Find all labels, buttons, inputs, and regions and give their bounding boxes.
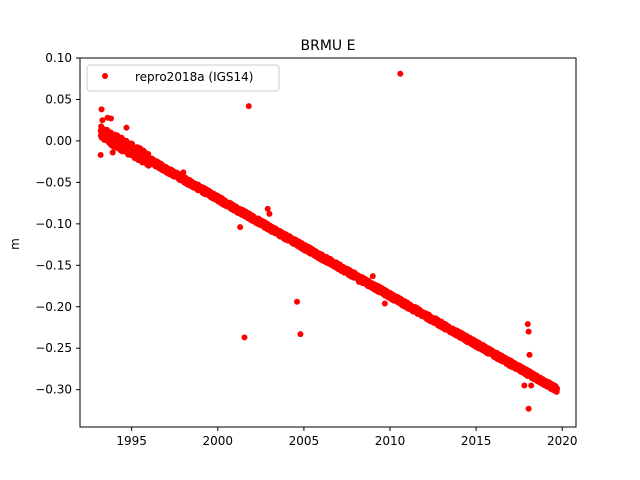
data-point-outlier <box>133 144 140 151</box>
data-point-outlier <box>521 382 528 389</box>
data-point-outlier <box>241 334 248 341</box>
data-point-outlier <box>294 298 300 305</box>
data-point-outlier <box>123 124 130 131</box>
data-point-outlier <box>526 351 533 358</box>
data-point-outlier <box>266 210 273 217</box>
data-point-outlier <box>369 273 376 280</box>
chart-title: BRMU E <box>301 38 356 54</box>
data-point-outlier <box>110 143 117 150</box>
x-tick-label: 2020 <box>547 434 578 448</box>
data-point-outlier <box>245 103 252 110</box>
data-point-outlier <box>101 127 108 134</box>
data-point-outlier <box>356 278 362 285</box>
y-tick-label: −0.05 <box>35 175 72 189</box>
y-tick-label: 0.10 <box>45 51 72 65</box>
data-point-outlier <box>264 205 271 212</box>
legend-label: repro2018a (IGS14) <box>135 70 253 84</box>
x-tick-label: 2015 <box>461 434 492 448</box>
data-point-outlier <box>108 115 114 122</box>
data-point-outlier <box>98 106 105 113</box>
y-tick-label: −0.25 <box>35 341 72 355</box>
data-point-outlier <box>525 328 532 335</box>
y-tick-label: −0.15 <box>35 258 72 272</box>
data-point-outlier <box>306 244 313 251</box>
y-tick-label: −0.10 <box>35 217 72 231</box>
x-axis: 1995 2000 2005 2010 2015 2020 <box>116 427 577 448</box>
data-point-outlier <box>97 152 104 159</box>
y-axis: 0.10 0.05 0.00 −0.05 −0.10 −0.15 −0.20 −0.25 −0.… <box>35 51 80 397</box>
x-tick-label: 1995 <box>116 434 147 448</box>
y-tick-label: −0.30 <box>35 383 72 397</box>
plot-frame <box>79 57 577 428</box>
data-point-outlier <box>525 405 532 412</box>
x-tick-label: 2000 <box>203 434 234 448</box>
series-points <box>97 70 561 412</box>
data-point-outlier <box>237 224 244 231</box>
data-point-outlier <box>114 140 121 147</box>
y-tick-label: 0.05 <box>45 92 72 106</box>
plot-area <box>79 57 577 428</box>
data-point-outlier <box>99 117 106 124</box>
x-tick-label: 2010 <box>375 434 406 448</box>
data-point-outlier <box>524 321 531 328</box>
y-axis-label: m <box>8 238 22 250</box>
data-point-outlier <box>397 70 404 77</box>
data-point-outlier <box>381 300 388 307</box>
data-point <box>554 385 561 392</box>
x-tick-label: 2005 <box>289 434 320 448</box>
y-tick-label: 0.00 <box>45 134 72 148</box>
data-point-outlier <box>130 151 137 158</box>
legend-box <box>86 64 280 92</box>
legend: repro2018a (IGS14) <box>86 64 280 92</box>
data-point-outlier <box>528 382 535 389</box>
legend-marker <box>102 73 108 79</box>
y-tick-label: −0.20 <box>35 300 72 314</box>
data-point-outlier <box>120 137 127 144</box>
data-point-outlier <box>180 169 187 176</box>
data-point-outlier <box>109 149 116 156</box>
data-point-outlier <box>297 331 304 338</box>
